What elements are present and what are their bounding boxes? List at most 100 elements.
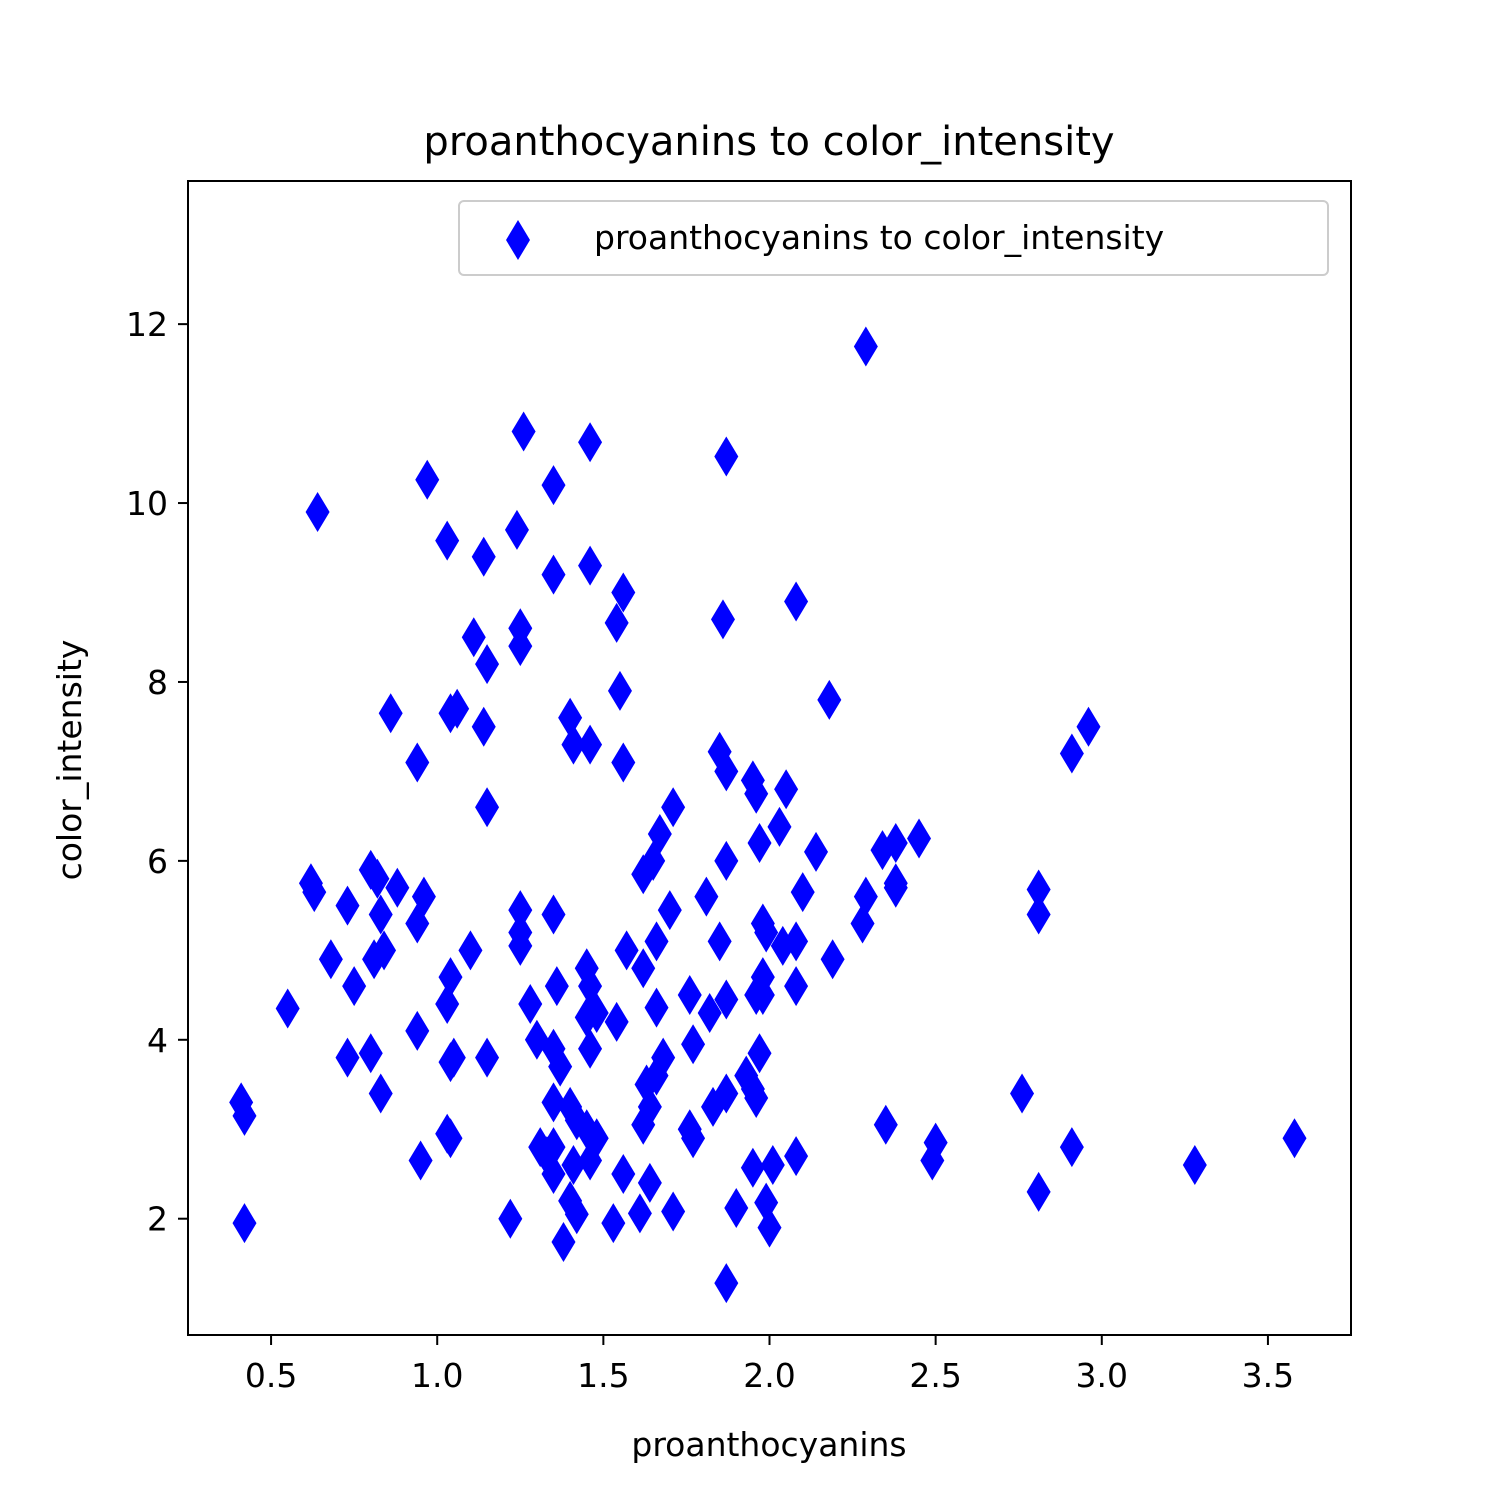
data-point: [578, 1028, 603, 1069]
data-point: [694, 876, 719, 917]
data-point: [644, 987, 669, 1028]
data-point: [405, 1010, 430, 1051]
data-point: [637, 1086, 662, 1127]
data-point: [767, 806, 792, 847]
data-point: [435, 520, 460, 561]
data-point: [747, 822, 772, 863]
y-tick-label: 10: [126, 484, 168, 523]
data-point: [784, 966, 809, 1007]
data-point: [441, 1037, 466, 1078]
data-point: [1026, 894, 1051, 935]
data-point: [1182, 1145, 1207, 1186]
data-point: [365, 858, 390, 899]
data-point: [335, 885, 360, 926]
legend: proanthocyanins to color_intensity: [458, 200, 1329, 276]
data-point: [415, 459, 440, 500]
data-point: [511, 411, 536, 452]
data-point: [445, 688, 470, 729]
data-point: [747, 1033, 772, 1074]
data-point: [714, 979, 739, 1020]
data-point: [541, 894, 566, 935]
data-point: [541, 465, 566, 506]
data-point: [471, 536, 496, 577]
data-point: [358, 1033, 383, 1074]
data-point: [475, 787, 500, 828]
data-point: [817, 679, 842, 720]
data-point: [541, 1127, 566, 1168]
data-point: [710, 599, 735, 640]
data-point: [661, 787, 686, 828]
data-point: [438, 957, 463, 998]
data-point: [508, 890, 533, 931]
data-point: [644, 921, 669, 962]
data-point: [714, 436, 739, 477]
data-point: [504, 509, 529, 550]
data-point: [820, 939, 845, 980]
data-point: [631, 948, 656, 989]
data-point: [740, 1147, 765, 1188]
data-point: [774, 769, 799, 810]
data-point: [232, 1095, 257, 1136]
data-point: [438, 1118, 463, 1159]
data-point: [558, 697, 583, 738]
data-point: [1059, 733, 1084, 774]
data-point: [372, 930, 397, 971]
data-point: [1282, 1118, 1307, 1159]
data-point: [584, 992, 609, 1033]
data-point: [853, 326, 878, 367]
data-point: [1059, 1127, 1084, 1168]
data-point: [564, 1194, 589, 1235]
data-point: [541, 1153, 566, 1194]
y-axis-ticks: 2 4 6 8 10 12: [126, 305, 188, 1239]
y-tick-label: 12: [126, 305, 168, 344]
data-points: [229, 326, 1307, 1304]
data-point: [461, 617, 486, 658]
data-point: [724, 1187, 749, 1228]
data-point: [368, 1073, 393, 1114]
data-point: [907, 818, 932, 859]
data-point: [1026, 869, 1051, 910]
data-point: [853, 876, 878, 917]
data-point: [561, 1145, 586, 1186]
x-tick-label: 1.5: [577, 1356, 629, 1395]
data-point: [578, 545, 603, 586]
data-point: [302, 872, 327, 913]
data-point: [1010, 1073, 1035, 1114]
data-point: [578, 422, 603, 463]
data-point: [714, 840, 739, 881]
data-point: [681, 1024, 706, 1065]
data-point: [757, 1207, 782, 1248]
data-point: [661, 1191, 686, 1232]
data-point: [601, 1203, 626, 1244]
data-point: [368, 894, 393, 935]
x-axis-label: proanthocyanins: [631, 1425, 906, 1464]
y-tick-label: 2: [147, 1200, 168, 1239]
data-point: [508, 925, 533, 966]
data-point: [508, 626, 533, 667]
data-point: [232, 1203, 257, 1244]
data-point: [408, 1140, 433, 1181]
data-point: [681, 1118, 706, 1159]
data-point: [335, 1037, 360, 1078]
data-point: [754, 912, 779, 953]
data-point: [548, 1046, 573, 1087]
data-point: [378, 693, 403, 734]
x-tick-label: 0.5: [245, 1356, 297, 1395]
x-tick-label: 2.0: [743, 1356, 795, 1395]
y-axis-label: color_intensity: [50, 640, 89, 881]
data-point: [784, 581, 809, 622]
data-point: [627, 1193, 652, 1234]
data-point: [883, 822, 908, 863]
data-point: [458, 930, 483, 971]
data-point: [923, 1122, 948, 1163]
data-point: [784, 1136, 809, 1177]
data-point: [651, 1037, 676, 1078]
data-point: [750, 975, 775, 1016]
data-point: [883, 867, 908, 908]
data-point: [714, 1263, 739, 1304]
data-point: [614, 930, 639, 971]
data-point: [405, 742, 430, 783]
legend-label: proanthocyanins to color_intensity: [594, 218, 1164, 257]
x-axis-ticks: 0.5 1.0 1.5 2.0 2.5 3.0 3.5: [245, 1335, 1294, 1395]
